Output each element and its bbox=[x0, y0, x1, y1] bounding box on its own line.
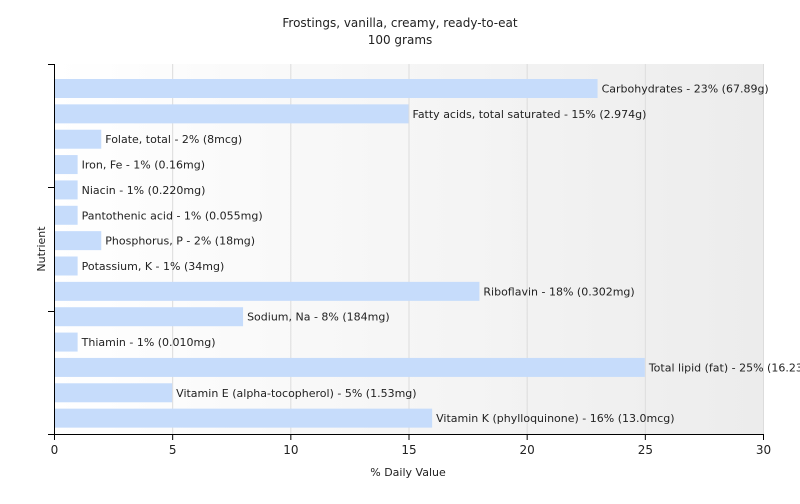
bar-data-label: Phosphorus, P - 2% (18mg) bbox=[105, 235, 255, 248]
bar bbox=[55, 307, 244, 327]
axes: 0 5 10 15 20 25 30 bbox=[48, 64, 771, 457]
x-tick-label: 25 bbox=[638, 443, 653, 457]
bar-data-label: Thiamin - 1% (0.010mg) bbox=[81, 336, 216, 349]
x-tick-label: 0 bbox=[51, 443, 59, 457]
x-tick-label: 15 bbox=[401, 443, 416, 457]
bars: Carbohydrates - 23% (67.89g) Fatty acids,… bbox=[55, 79, 800, 428]
bar bbox=[55, 408, 433, 428]
bar bbox=[55, 231, 102, 251]
bar-data-label: Total lipid (fat) - 25% (16.23g) bbox=[648, 361, 800, 374]
bar bbox=[55, 281, 480, 301]
bar bbox=[55, 79, 598, 98]
bar bbox=[55, 104, 409, 124]
bar-data-label: Carbohydrates - 23% (67.89g) bbox=[602, 83, 769, 96]
bar bbox=[55, 205, 78, 225]
bar bbox=[55, 155, 78, 175]
bar-data-label: Folate, total - 2% (8mcg) bbox=[105, 133, 242, 146]
bar-data-label: Riboflavin - 18% (0.302mg) bbox=[483, 285, 634, 298]
x-tick-label: 5 bbox=[169, 443, 177, 457]
y-axis-label: Nutrient bbox=[35, 226, 48, 272]
x-tick-label: 20 bbox=[520, 443, 535, 457]
grid-lines bbox=[172, 64, 764, 434]
bar-data-label: Pantothenic acid - 1% (0.055mg) bbox=[82, 209, 263, 222]
bar bbox=[55, 256, 78, 276]
bar bbox=[55, 383, 173, 403]
bar-data-label: Sodium, Na - 8% (184mg) bbox=[247, 311, 390, 324]
bar bbox=[55, 332, 78, 352]
x-axis-label: % Daily Value bbox=[370, 466, 446, 479]
bar-data-label: Niacin - 1% (0.220mg) bbox=[82, 184, 206, 197]
x-tick-label: 30 bbox=[756, 443, 771, 457]
bar-data-label: Vitamin E (alpha-tocopherol) - 5% (1.53m… bbox=[176, 387, 416, 400]
bar bbox=[55, 129, 102, 149]
bar-data-label: Fatty acids, total saturated - 15% (2.97… bbox=[413, 108, 647, 121]
bar-data-label: Potassium, K - 1% (34mg) bbox=[82, 260, 225, 273]
bar bbox=[55, 357, 645, 377]
chart-title: Frostings, vanilla, creamy, ready-to-eat bbox=[282, 16, 517, 30]
bar bbox=[55, 180, 78, 200]
chart-subtitle: 100 grams bbox=[368, 33, 433, 47]
bar-data-label: Vitamin K (phylloquinone) - 16% (13.0mcg… bbox=[436, 412, 674, 425]
x-tick-label: 10 bbox=[283, 443, 298, 457]
bar-data-label: Iron, Fe - 1% (0.16mg) bbox=[82, 159, 205, 172]
